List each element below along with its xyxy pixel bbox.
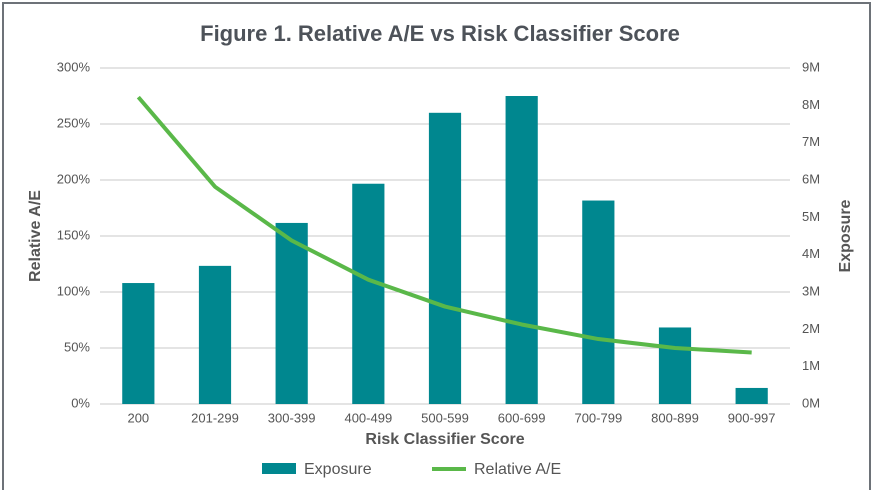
y2-tick-label: 7M	[802, 134, 820, 149]
x-tick-label: 200	[127, 410, 149, 425]
bar	[352, 183, 385, 404]
legend-label: Exposure	[304, 461, 372, 478]
y2-tick-label: 3M	[802, 283, 820, 298]
y-tick-label: 150%	[57, 227, 91, 242]
x-axis-title: Risk Classifier Score	[365, 431, 524, 448]
y-axis-title: Relative A/E	[27, 190, 44, 282]
bar	[658, 327, 692, 404]
y-tick-label: 300%	[57, 59, 91, 74]
y2-tick-label: 6M	[802, 171, 820, 186]
x-tick-label: 201-299	[191, 410, 239, 425]
y-tick-label: 200%	[57, 171, 91, 186]
line	[136, 95, 752, 355]
bar	[198, 265, 232, 404]
bar	[735, 387, 768, 404]
x-tick-label: 400-499	[344, 410, 392, 425]
x-tick-label: 900-997	[728, 410, 776, 425]
bar	[275, 222, 308, 404]
bar	[505, 96, 538, 404]
y-tick-label: 0%	[71, 395, 90, 410]
y2-tick-label: 4M	[802, 246, 820, 261]
y2-tick-label: 5M	[802, 209, 820, 224]
legend-swatch	[262, 463, 296, 474]
y2-tick-label: 2M	[802, 321, 820, 336]
bar	[428, 112, 462, 405]
x-tick-label: 600-699	[498, 410, 546, 425]
y-tick-label: 50%	[64, 339, 90, 354]
y2-tick-label: 9M	[802, 59, 820, 74]
y-tick-label: 250%	[57, 115, 91, 130]
y2-tick-label: 8M	[802, 97, 820, 112]
x-tick-label: 500-599	[421, 410, 469, 425]
y2-axis-title: Exposure	[837, 199, 854, 272]
chart-title: Figure 1. Relative A/E vs Risk Classifie…	[200, 21, 680, 46]
y2-tick-label: 1M	[802, 358, 820, 373]
x-tick-label: 300-399	[268, 410, 316, 425]
y2-tick-label: 0M	[802, 395, 820, 410]
x-tick-label: 800-899	[651, 410, 699, 425]
legend-label: Relative A/E	[474, 461, 561, 478]
x-tick-label: 700-799	[574, 410, 622, 425]
bar	[582, 200, 615, 404]
y-tick-label: 100%	[57, 283, 91, 298]
bar	[122, 283, 155, 404]
